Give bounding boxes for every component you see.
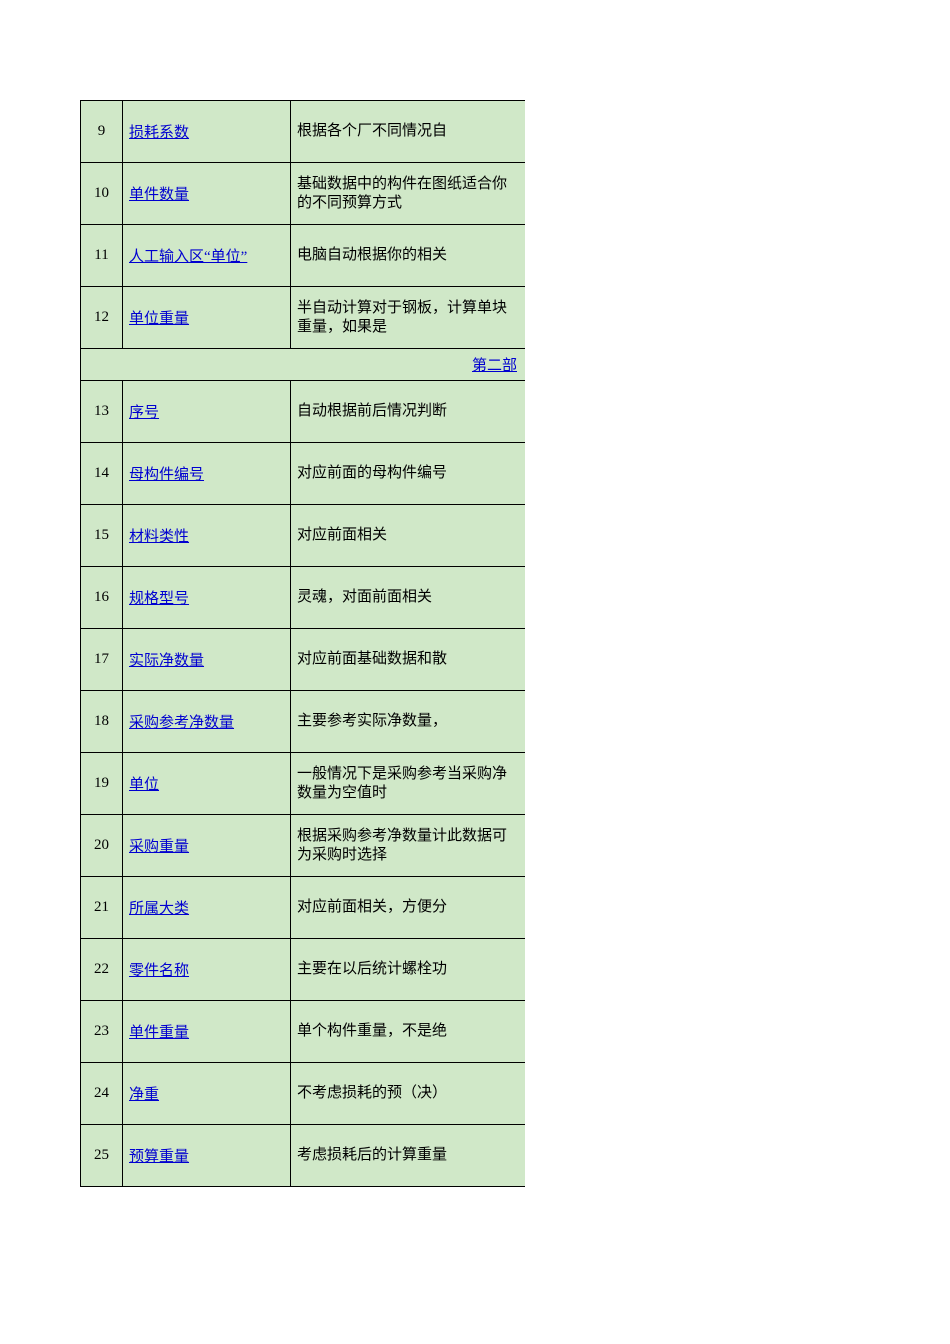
description-cell: 半自动计算对于钢板，计算单块重量，如果是	[291, 287, 526, 349]
row-index: 10	[81, 163, 123, 225]
row-index: 19	[81, 753, 123, 815]
description-cell: 对应前面的母构件编号	[291, 443, 526, 505]
table-row: 11 人工输入区“单位” 电脑自动根据你的相关	[81, 225, 526, 287]
term-link[interactable]: 实际净数量	[129, 653, 204, 669]
table-row: 12 单位重量 半自动计算对于钢板，计算单块重量，如果是	[81, 287, 526, 349]
description-cell: 自动根据前后情况判断	[291, 381, 526, 443]
term-link[interactable]: 所属大类	[129, 901, 189, 917]
table-row: 19 单位 一般情况下是采购参考当采购净数量为空值时	[81, 753, 526, 815]
row-index: 16	[81, 567, 123, 629]
term-link[interactable]: 人工输入区“单位”	[129, 249, 247, 265]
term-link[interactable]: 单位	[129, 777, 159, 793]
table-row: 17 实际净数量 对应前面基础数据和散	[81, 629, 526, 691]
term-link[interactable]: 零件名称	[129, 963, 189, 979]
row-index: 14	[81, 443, 123, 505]
description-cell: 根据采购参考净数量计此数据可为采购时选择	[291, 815, 526, 877]
term-cell: 单位	[123, 753, 291, 815]
term-cell: 母构件编号	[123, 443, 291, 505]
table-row: 13 序号 自动根据前后情况判断	[81, 381, 526, 443]
row-index: 20	[81, 815, 123, 877]
row-index: 23	[81, 1001, 123, 1063]
term-cell: 序号	[123, 381, 291, 443]
glossary-table: 9 损耗系数 根据各个厂不同情况自 10 单件数量 基础数据中的构件在图纸适合你的不同预算…	[80, 100, 525, 1187]
term-link[interactable]: 规格型号	[129, 591, 189, 607]
term-link[interactable]: 损耗系数	[129, 125, 189, 141]
table-row: 25 预算重量 考虑损耗后的计算重量	[81, 1125, 526, 1187]
row-index: 17	[81, 629, 123, 691]
term-cell: 采购重量	[123, 815, 291, 877]
row-index: 11	[81, 225, 123, 287]
section-cell: 第二部	[81, 349, 526, 381]
term-link[interactable]: 单件数量	[129, 187, 189, 203]
row-index: 25	[81, 1125, 123, 1187]
document-page: 9 损耗系数 根据各个厂不同情况自 10 单件数量 基础数据中的构件在图纸适合你的不同预算…	[0, 0, 950, 1344]
table-row: 24 净重 不考虑损耗的预（决）	[81, 1063, 526, 1125]
table-row: 21 所属大类 对应前面相关，方便分	[81, 877, 526, 939]
term-link[interactable]: 净重	[129, 1087, 159, 1103]
table-row: 14 母构件编号 对应前面的母构件编号	[81, 443, 526, 505]
description-cell: 一般情况下是采购参考当采购净数量为空值时	[291, 753, 526, 815]
description-cell: 主要在以后统计螺栓功	[291, 939, 526, 1001]
row-index: 9	[81, 101, 123, 163]
term-link[interactable]: 序号	[129, 405, 159, 421]
term-cell: 所属大类	[123, 877, 291, 939]
term-link[interactable]: 采购重量	[129, 839, 189, 855]
term-cell: 单位重量	[123, 287, 291, 349]
row-index: 13	[81, 381, 123, 443]
description-cell: 考虑损耗后的计算重量	[291, 1125, 526, 1187]
description-cell: 根据各个厂不同情况自	[291, 101, 526, 163]
term-cell: 材料类性	[123, 505, 291, 567]
row-index: 24	[81, 1063, 123, 1125]
term-cell: 零件名称	[123, 939, 291, 1001]
table-row: 18 采购参考净数量 主要参考实际净数量，	[81, 691, 526, 753]
section-divider-row: 第二部	[81, 349, 526, 381]
term-cell: 人工输入区“单位”	[123, 225, 291, 287]
table-row: 23 单件重量 单个构件重量，不是绝	[81, 1001, 526, 1063]
table-row: 16 规格型号 灵魂，对面前面相关	[81, 567, 526, 629]
term-cell: 单件重量	[123, 1001, 291, 1063]
row-index: 12	[81, 287, 123, 349]
description-cell: 灵魂，对面前面相关	[291, 567, 526, 629]
row-index: 15	[81, 505, 123, 567]
section-link[interactable]: 第二部	[472, 358, 517, 374]
term-cell: 损耗系数	[123, 101, 291, 163]
description-cell: 单个构件重量，不是绝	[291, 1001, 526, 1063]
row-index: 22	[81, 939, 123, 1001]
description-cell: 电脑自动根据你的相关	[291, 225, 526, 287]
description-cell: 主要参考实际净数量，	[291, 691, 526, 753]
row-index: 18	[81, 691, 123, 753]
table-row: 15 材料类性 对应前面相关	[81, 505, 526, 567]
description-cell: 基础数据中的构件在图纸适合你的不同预算方式	[291, 163, 526, 225]
table-row: 10 单件数量 基础数据中的构件在图纸适合你的不同预算方式	[81, 163, 526, 225]
description-cell: 对应前面相关	[291, 505, 526, 567]
term-cell: 实际净数量	[123, 629, 291, 691]
description-cell: 对应前面基础数据和散	[291, 629, 526, 691]
description-cell: 对应前面相关，方便分	[291, 877, 526, 939]
term-link[interactable]: 单位重量	[129, 311, 189, 327]
term-link[interactable]: 单件重量	[129, 1025, 189, 1041]
term-cell: 单件数量	[123, 163, 291, 225]
term-link[interactable]: 预算重量	[129, 1149, 189, 1165]
term-link[interactable]: 母构件编号	[129, 467, 204, 483]
description-cell: 不考虑损耗的预（决）	[291, 1063, 526, 1125]
term-link[interactable]: 采购参考净数量	[129, 715, 234, 731]
table-row: 22 零件名称 主要在以后统计螺栓功	[81, 939, 526, 1001]
row-index: 21	[81, 877, 123, 939]
term-cell: 净重	[123, 1063, 291, 1125]
term-link[interactable]: 材料类性	[129, 529, 189, 545]
term-cell: 采购参考净数量	[123, 691, 291, 753]
table-row: 20 采购重量 根据采购参考净数量计此数据可为采购时选择	[81, 815, 526, 877]
term-cell: 预算重量	[123, 1125, 291, 1187]
term-cell: 规格型号	[123, 567, 291, 629]
glossary-table-wrap: 9 损耗系数 根据各个厂不同情况自 10 单件数量 基础数据中的构件在图纸适合你的不同预算…	[80, 100, 525, 1187]
table-row: 9 损耗系数 根据各个厂不同情况自	[81, 101, 526, 163]
